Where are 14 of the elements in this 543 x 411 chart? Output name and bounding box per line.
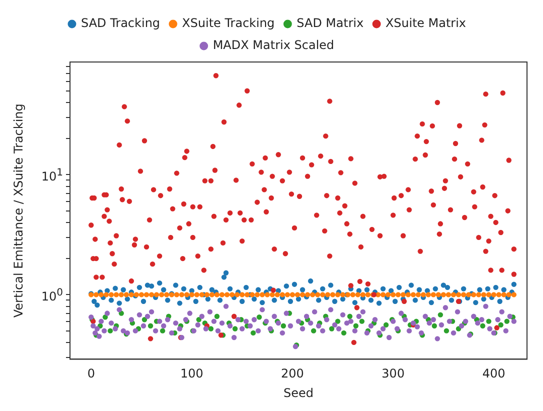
x-tick-label: 200	[281, 366, 304, 381]
y-tick-label: 10$^{0}$	[41, 286, 63, 304]
x-tick-label: 300	[382, 366, 405, 381]
x-axis-title: Seed	[284, 386, 314, 400]
x-tick-label: 100	[180, 366, 204, 381]
legend-label: SAD Tracking	[80, 16, 160, 30]
x-tick-label: 0	[87, 366, 95, 381]
legend-label: MADX Matrix Scaled	[212, 38, 334, 52]
legend-label: SAD Matrix	[296, 16, 364, 30]
legend-label: XSuite Matrix	[386, 16, 466, 30]
y-axis-title: Vertical Emittance / XSuite Tracking	[11, 104, 26, 318]
x-tick-label: 400	[482, 366, 506, 381]
y-tick-label: 10$^{1}$	[41, 166, 63, 184]
legend-label: XSuite Tracking	[182, 16, 275, 30]
